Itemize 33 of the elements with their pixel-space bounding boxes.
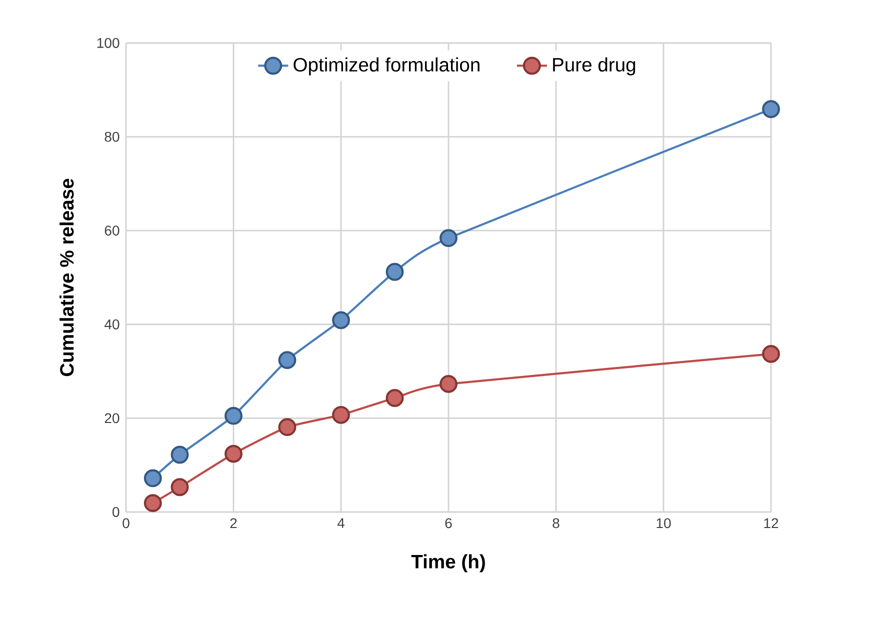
point bbox=[144, 469, 162, 488]
x-tick-label: 10 bbox=[656, 518, 671, 528]
legend-label: Optimized formulation bbox=[294, 57, 480, 76]
point bbox=[762, 344, 780, 363]
point bbox=[224, 444, 242, 463]
y-axis-title: Cumulative % release bbox=[60, 178, 74, 376]
y-tick-label: 80 bbox=[104, 132, 120, 142]
y-tick-label: 60 bbox=[104, 226, 120, 236]
point bbox=[144, 494, 162, 512]
point bbox=[440, 374, 458, 393]
point bbox=[170, 478, 189, 496]
point bbox=[386, 389, 404, 407]
x-tick-label: 4 bbox=[337, 518, 345, 528]
x-tick-label: 8 bbox=[552, 518, 560, 528]
point bbox=[170, 446, 189, 464]
y-tick-label: 100 bbox=[97, 38, 120, 48]
point bbox=[332, 311, 350, 330]
y-tick-label: 20 bbox=[104, 413, 120, 424]
point bbox=[278, 418, 296, 436]
point bbox=[440, 229, 458, 248]
legend-label: Pure drug bbox=[553, 57, 636, 76]
y-tick-label: 0 bbox=[112, 507, 120, 517]
point bbox=[224, 406, 242, 425]
point bbox=[278, 351, 296, 369]
y-tick-label: 40 bbox=[104, 319, 120, 330]
x-tick-label: 2 bbox=[230, 518, 237, 528]
x-tick-label: 6 bbox=[445, 518, 452, 528]
point bbox=[762, 100, 780, 118]
point bbox=[386, 262, 404, 281]
x-axis-title: Time (h) bbox=[411, 554, 485, 572]
point bbox=[332, 406, 350, 424]
x-tick-label: 0 bbox=[122, 518, 130, 528]
x-tick-label: 12 bbox=[764, 518, 778, 528]
